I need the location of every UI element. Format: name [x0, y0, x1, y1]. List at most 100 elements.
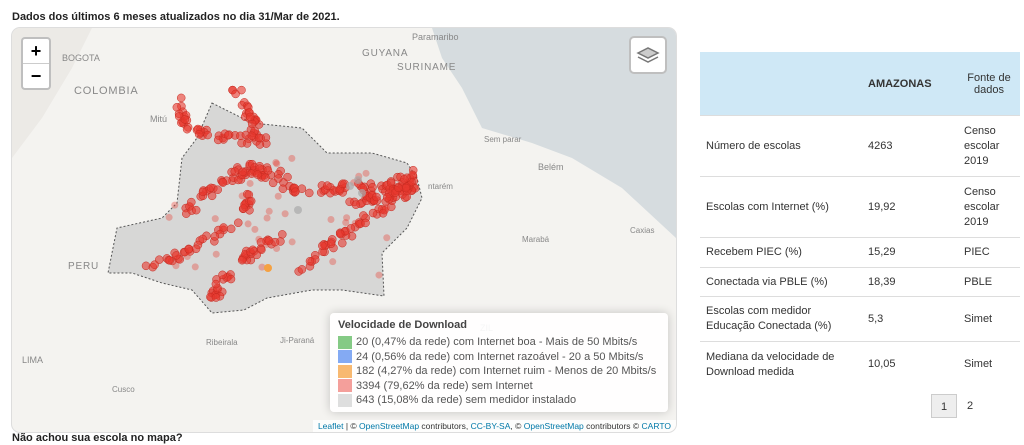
attribution-part: CARTO [641, 421, 671, 431]
school-dot [180, 115, 190, 124]
legend-label: 182 (4,27% da rede) com Internet ruim - … [356, 365, 657, 378]
school-dot [246, 179, 254, 187]
attribution-part: | © [343, 421, 360, 431]
school-dot [327, 215, 335, 223]
place-label: Paramaribo [412, 32, 459, 42]
legend-label: 20 (0,47% da rede) com Internet boa - Ma… [356, 336, 638, 349]
header-cell [700, 52, 862, 116]
school-dot [362, 169, 370, 177]
school-dot [182, 124, 192, 134]
school-dot [248, 245, 258, 255]
header-cell[interactable]: Fonte de dados [958, 52, 1020, 116]
school-dot [342, 219, 350, 227]
page-button[interactable]: 2 [966, 400, 974, 412]
stats-table: AMAZONAS Fonte de dados Número de escola… [700, 52, 1020, 388]
table-row: Escolas com Internet (%) 19,92 Censo escol… [700, 176, 1020, 238]
school-dot [346, 182, 354, 190]
zoom-out[interactable]: − [23, 63, 49, 88]
table-cell: Número de escolas [700, 115, 862, 177]
school-dot [191, 263, 199, 271]
school-dot [238, 192, 246, 200]
school-dot [294, 206, 302, 214]
layers-icon [636, 47, 660, 63]
school-dot [305, 256, 315, 266]
table-cell: Simet [958, 296, 1020, 342]
school-dot [210, 232, 220, 241]
school-dot [191, 244, 201, 254]
school-dot [326, 239, 336, 248]
school-dot [274, 192, 282, 200]
school-dot [268, 178, 278, 188]
school-dot [400, 175, 409, 184]
header-cell[interactable]: AMAZONAS [862, 52, 958, 116]
table-cell: Escolas com medidor Educação Conectada (… [700, 296, 862, 342]
school-dot [401, 183, 411, 193]
school-dot [263, 214, 271, 222]
school-dot [255, 235, 263, 243]
table-cell: 15,29 [862, 237, 958, 268]
school-dot [141, 261, 151, 271]
place-label: ntarém [428, 182, 453, 191]
map[interactable]: Paramaribo BOGOTA GUYANA SURINAME COLOMBIA Mi… [12, 28, 676, 432]
zoom-in[interactable]: + [30, 41, 42, 61]
attribution-part: , © [510, 421, 524, 431]
school-dot [212, 250, 220, 258]
place-label: Ji-Paraná [280, 336, 315, 345]
school-dot [346, 224, 356, 233]
place-label: SURINAME [397, 62, 456, 73]
table-row: Mediana da velocidade de Download medida… [700, 341, 1020, 388]
school-dot [338, 238, 347, 248]
place-label: PERU [68, 261, 99, 272]
place-label: Belém [538, 162, 564, 172]
school-dot [247, 131, 257, 141]
school-dot [264, 264, 272, 272]
school-dot [234, 218, 243, 228]
attribution-part: OpenStreetMap [359, 421, 420, 431]
school-dot [359, 211, 368, 220]
school-dot [265, 207, 273, 215]
place-label: Mitú [150, 114, 167, 124]
school-dot [238, 167, 248, 177]
school-dot [263, 166, 273, 175]
table-cell: Conectada via PBLE (%) [700, 267, 862, 297]
school-dot [343, 214, 351, 222]
school-dot [291, 187, 300, 196]
school-dot [278, 184, 288, 194]
table-header: AMAZONAS Fonte de dados [700, 52, 1020, 116]
school-dot [335, 229, 345, 239]
school-dot [226, 224, 236, 234]
school-dot [213, 135, 223, 145]
school-dot [198, 187, 208, 197]
school-dot [338, 179, 347, 189]
page-button[interactable]: 1 [931, 394, 957, 418]
legend-swatch [338, 393, 352, 407]
school-dot [223, 131, 233, 140]
school-dot [172, 251, 181, 260]
school-dot [219, 224, 227, 232]
place-label: BOGOTA [62, 53, 100, 63]
table-cell: 18,39 [862, 267, 958, 297]
school-dot [351, 200, 361, 209]
table-cell: 10,05 [862, 341, 958, 388]
legend-item: 20 (0,47% da rede) com Internet boa - Ma… [338, 335, 660, 350]
place-label: Caxias [630, 226, 654, 235]
school-dot [245, 112, 255, 122]
school-dot [288, 238, 296, 246]
school-dot [383, 234, 391, 242]
school-dot [273, 244, 281, 252]
place-label: COLOMBIA [74, 85, 138, 97]
place-label: GUYANA [362, 48, 408, 59]
attribution: Leaflet | © OpenStreetMap contributors, … [312, 420, 676, 432]
school-dot [172, 262, 180, 270]
table-cell: PBLE [958, 267, 1020, 297]
layers-button[interactable] [629, 36, 667, 74]
legend: Velocidade de Download 20 (0,47% da rede… [330, 313, 668, 412]
table-cell: Simet [958, 341, 1020, 388]
school-dot [171, 201, 179, 209]
school-dot [354, 176, 362, 184]
place-label: LIMA [22, 355, 43, 365]
table-row: Recebem PIEC (%) 15,29 PIEC [700, 237, 1020, 268]
school-dot [203, 130, 212, 140]
